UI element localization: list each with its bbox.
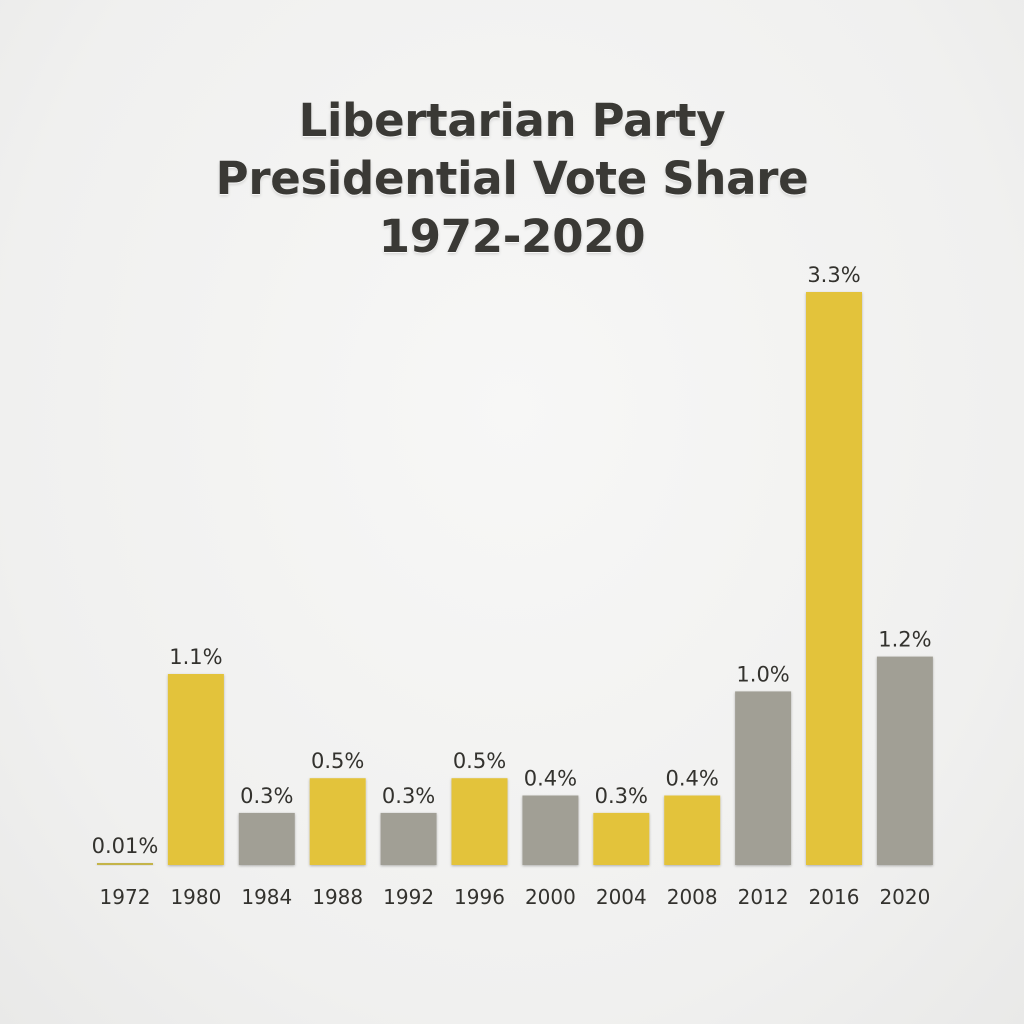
- value-label-2000: 0.4%: [524, 767, 577, 791]
- x-axis-ticks: 1972 1980 1984 1988 1992 1996 2000 2004 2008 2012…: [100, 885, 931, 909]
- bar-2000: [522, 795, 579, 865]
- bar-2004: [593, 812, 650, 865]
- value-label-1988: 0.5%: [311, 749, 364, 773]
- value-label-1984: 0.3%: [240, 784, 293, 808]
- value-label-2008: 0.4%: [666, 767, 719, 791]
- x-tick-label-2012: 2012: [738, 885, 789, 909]
- bar-2016: [806, 292, 862, 865]
- bar-2020: [876, 656, 933, 865]
- x-tick-label-1972: 1972: [100, 885, 151, 909]
- x-tick-label-1996: 1996: [454, 885, 505, 909]
- value-label-1980: 1.1%: [169, 645, 222, 669]
- value-label-1992: 0.3%: [382, 784, 435, 808]
- x-tick-label-2000: 2000: [525, 885, 576, 909]
- value-label-1996: 0.5%: [453, 749, 506, 773]
- chart-title-line-3: 1972-2020: [378, 210, 646, 263]
- value-label-2004: 0.3%: [595, 784, 648, 808]
- bar-1972: [97, 863, 153, 865]
- bar-1992: [380, 812, 437, 865]
- x-tick-label-2016: 2016: [809, 885, 860, 909]
- value-label-2016: 3.3%: [807, 263, 860, 287]
- chart-title: Libertarian Party Presidential Vote Shar…: [0, 92, 1024, 266]
- value-labels-group: 0.01% 1.1% 0.3% 0.5% 0.3% 0.5% 0.4% 0.3% 0.4% 1.0…: [92, 263, 932, 858]
- bar-2008: [664, 795, 721, 865]
- bar-1996: [451, 778, 508, 865]
- bar-2012: [735, 691, 792, 865]
- bar-1984: [238, 812, 295, 865]
- x-tick-label-2020: 2020: [879, 885, 930, 909]
- value-label-2012: 1.0%: [736, 662, 789, 686]
- chart-title-line-2: Presidential Vote Share: [215, 152, 809, 205]
- x-tick-label-2004: 2004: [596, 885, 647, 909]
- x-tick-label-1980: 1980: [170, 885, 221, 909]
- bar-1988: [309, 778, 366, 865]
- value-label-2020: 1.2%: [878, 628, 931, 652]
- chart-title-line-1: Libertarian Party: [298, 94, 726, 147]
- x-tick-label-2008: 2008: [667, 885, 718, 909]
- value-label-1972: 0.01%: [92, 834, 159, 858]
- x-tick-label-1992: 1992: [383, 885, 434, 909]
- x-tick-label-1984: 1984: [241, 885, 292, 909]
- bars-group: [97, 292, 933, 865]
- bar-1980: [167, 674, 224, 865]
- x-tick-label-1988: 1988: [312, 885, 363, 909]
